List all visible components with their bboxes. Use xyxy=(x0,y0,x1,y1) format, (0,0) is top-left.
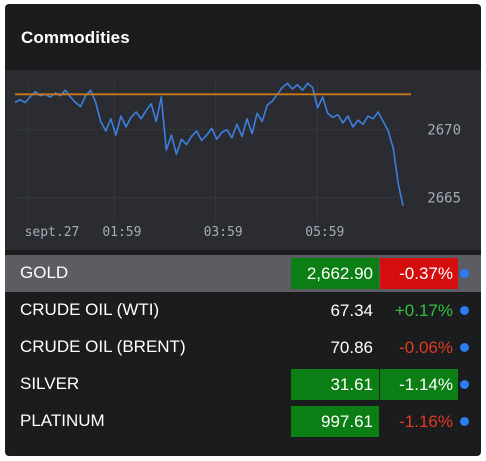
commodity-price: 67.34 xyxy=(330,301,373,320)
widget-title: Commodities xyxy=(21,28,130,47)
x-tick-label: 03:59 xyxy=(204,225,243,240)
commodity-price: 2,662.90 xyxy=(291,258,379,289)
status-dot-icon xyxy=(460,417,469,426)
commodity-change: -0.37% xyxy=(380,258,458,289)
commodity-row[interactable]: GOLD 2,662.90 -0.37% xyxy=(5,255,481,292)
commodity-name: CRUDE OIL (WTI) xyxy=(20,300,160,319)
x-tick-label: 01:59 xyxy=(102,225,141,240)
commodity-row[interactable]: PLATINUM 997.61 -1.16% xyxy=(5,403,481,440)
commodities-widget: Commodities 2670 2665 sept.27 01:59 03:59 05:… xyxy=(5,4,481,456)
commodity-price: 70.86 xyxy=(330,338,373,357)
commodity-price: 997.61 xyxy=(291,406,379,437)
commodity-row[interactable]: CRUDE OIL (BRENT) 70.86 -0.06% xyxy=(5,329,481,366)
price-chart[interactable]: 2670 2665 sept.27 01:59 03:59 05:59 xyxy=(5,70,481,250)
commodity-name: CRUDE OIL (BRENT) xyxy=(20,337,186,356)
price-chart-svg: 2670 2665 sept.27 01:59 03:59 05:59 xyxy=(14,78,461,240)
x-tick-label: sept.27 xyxy=(25,225,80,240)
commodity-name: GOLD xyxy=(20,263,69,282)
status-dot-icon xyxy=(460,306,469,315)
commodity-change: -1.14% xyxy=(380,369,458,400)
commodity-row[interactable]: SILVER 31.61 -1.14% xyxy=(5,366,481,403)
commodity-name: PLATINUM xyxy=(20,411,105,430)
status-dot-icon xyxy=(460,343,469,352)
y-tick-label: 2670 xyxy=(427,123,461,139)
commodity-row[interactable]: CRUDE OIL (WTI) 67.34 +0.17% xyxy=(5,292,481,329)
x-tick-label: 05:59 xyxy=(305,225,344,240)
commodity-change: -1.16% xyxy=(399,412,453,431)
y-tick-label: 2665 xyxy=(427,191,461,207)
status-dot-icon xyxy=(460,380,469,389)
price-series-line xyxy=(14,82,404,206)
commodity-name: SILVER xyxy=(20,374,80,393)
status-dot-icon xyxy=(460,269,469,278)
commodity-price: 31.61 xyxy=(291,369,379,400)
commodity-list: GOLD 2,662.90 -0.37% CRUDE OIL (WTI) 67.34 +0… xyxy=(5,255,481,440)
commodity-change: -0.06% xyxy=(399,338,453,357)
commodity-change: +0.17% xyxy=(394,301,453,320)
